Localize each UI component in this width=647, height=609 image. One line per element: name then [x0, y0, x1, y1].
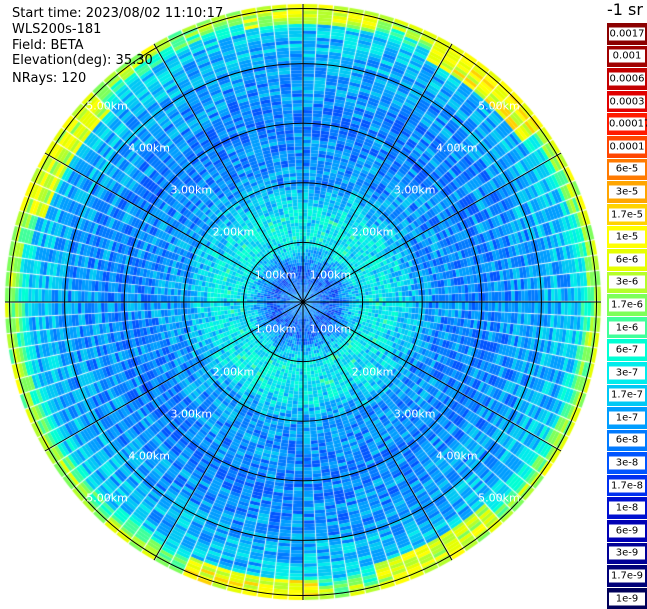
colorbar-level-label: 0.0003 — [609, 95, 645, 109]
colorbar-level-label: 0.0017 — [609, 27, 645, 41]
colorbar-level: 0.0006 — [607, 67, 647, 90]
colorbar-level: 1.7e-6 — [607, 293, 647, 316]
colorbar-level: 1.7e-9 — [607, 564, 647, 587]
colorbar-level: 6e-9 — [607, 519, 647, 542]
colorbar-level: 1e-5 — [607, 225, 647, 248]
ppi-overlay — [5, 4, 601, 600]
colorbar-level: 1e-9 — [607, 586, 647, 609]
range-ring-label: 3.00km — [170, 183, 213, 197]
colorbar-level-label: 3e-7 — [609, 366, 645, 380]
colorbar-level-label: 3e-8 — [609, 456, 645, 470]
colorbar-level: 3e-5 — [607, 180, 647, 203]
colorbar-level: 0.00017 — [607, 112, 647, 135]
azimuth-spoke — [153, 43, 304, 303]
range-ring-label: 1.00km — [254, 268, 297, 282]
range-ring-label: 5.00km — [478, 99, 520, 113]
elevation-label: Elevation(deg): 35.30 — [12, 53, 153, 68]
range-ring-label: 5.00km — [86, 491, 128, 505]
colorbar-level-label: 1e-7 — [609, 411, 645, 425]
azimuth-spoke — [44, 301, 304, 452]
azimuth-spoke — [302, 301, 453, 561]
range-ring-label: 4.00km — [436, 141, 478, 155]
colorbar-level-label: 6e-8 — [609, 433, 645, 447]
colorbar-level-label: 1e-6 — [609, 321, 645, 335]
range-ring-label: 3.00km — [170, 407, 213, 421]
colorbar-level: 6e-6 — [607, 247, 647, 271]
colorbar-level: 6e-7 — [607, 338, 647, 361]
colorbar-level-label: 1e-5 — [609, 230, 645, 244]
colorbar-level-label: 6e-7 — [609, 343, 645, 357]
range-ring-label: 3.00km — [393, 183, 436, 197]
colorbar-level: 1.7e-7 — [607, 383, 647, 407]
field-label: Field: BETA — [12, 38, 84, 53]
colorbar-level-label: 1.7e-9 — [609, 569, 645, 583]
colorbar-level-label: 3e-9 — [609, 546, 645, 560]
range-ring-label: 1.00km — [309, 322, 352, 336]
colorbar-level: 3e-6 — [607, 270, 647, 294]
range-ring-label: 2.00km — [212, 225, 255, 239]
colorbar-level-label: 0.0006 — [609, 72, 645, 86]
azimuth-spoke — [302, 43, 453, 303]
azimuth-spoke — [302, 301, 562, 452]
azimuth-spoke — [153, 301, 304, 561]
range-ring-label: 5.00km — [478, 491, 520, 505]
colorbar: 0.0017 0.001 0.0006 0.0003 0.00017 0.0001 6e-5… — [607, 22, 647, 609]
range-ring-label: 2.00km — [212, 365, 255, 379]
colorbar-level: 1.7e-5 — [607, 202, 647, 226]
range-ring-label: 4.00km — [128, 141, 170, 155]
range-ring-label: 5.00km — [86, 99, 128, 113]
colorbar-level-label: 6e-6 — [609, 253, 645, 267]
colorbar-level: 0.0001 — [607, 134, 647, 158]
azimuth-spoke — [44, 152, 304, 303]
colorbar-level-label: 0.001 — [609, 49, 645, 63]
colorbar-level-label: 1.7e-6 — [609, 298, 645, 312]
instrument-label: WLS200s-181 — [12, 22, 102, 37]
colorbar-level: 3e-9 — [607, 541, 647, 565]
colorbar-level-label: 3e-5 — [609, 185, 645, 199]
start-time-label: Start time: 2023/08/02 11:10:17 — [12, 6, 224, 21]
colorbar-level-label: 1.7e-8 — [609, 479, 645, 493]
colorbar-level: 3e-8 — [607, 451, 647, 474]
colorbar-level: 1e-8 — [607, 496, 647, 520]
colorbar-level: 3e-7 — [607, 360, 647, 384]
colorbar-level-label: 1.7e-5 — [609, 208, 645, 222]
azimuth-spoke — [302, 152, 562, 303]
colorbar-level: 1e-7 — [607, 406, 647, 429]
colorbar-level-label: 3e-6 — [609, 275, 645, 289]
range-ring-label: 4.00km — [436, 449, 478, 463]
colorbar-level: 6e-8 — [607, 428, 647, 452]
colorbar-level-label: 1e-8 — [609, 501, 645, 515]
colorbar-level-label: 0.00017 — [609, 117, 647, 131]
range-ring-label: 2.00km — [351, 365, 394, 379]
range-ring-label: 3.00km — [393, 407, 436, 421]
colorbar-level: 1e-6 — [607, 315, 647, 339]
colorbar-level: 1.7e-8 — [607, 473, 647, 497]
colorbar-level-label: 1.7e-7 — [609, 388, 645, 402]
colorbar-level-label: 1e-9 — [609, 592, 645, 606]
colorbar-level: 0.001 — [607, 44, 647, 68]
range-ring-label: 4.00km — [128, 449, 170, 463]
colorbar-level: 6e-5 — [607, 157, 647, 181]
colorbar-level-label: 6e-5 — [609, 162, 645, 176]
range-ring-label: 1.00km — [254, 322, 297, 336]
colorbar-level-label: 6e-9 — [609, 524, 645, 538]
colorbar-level-label: 0.0001 — [609, 140, 645, 154]
range-ring-label: 1.00km — [309, 268, 352, 282]
colorbar-level: 0.0003 — [607, 89, 647, 113]
colorbar-units: -1 sr — [607, 0, 643, 19]
range-ring-label: 2.00km — [351, 225, 394, 239]
nrays-label: NRays: 120 — [12, 71, 87, 86]
colorbar-level: 0.0017 — [607, 22, 647, 45]
